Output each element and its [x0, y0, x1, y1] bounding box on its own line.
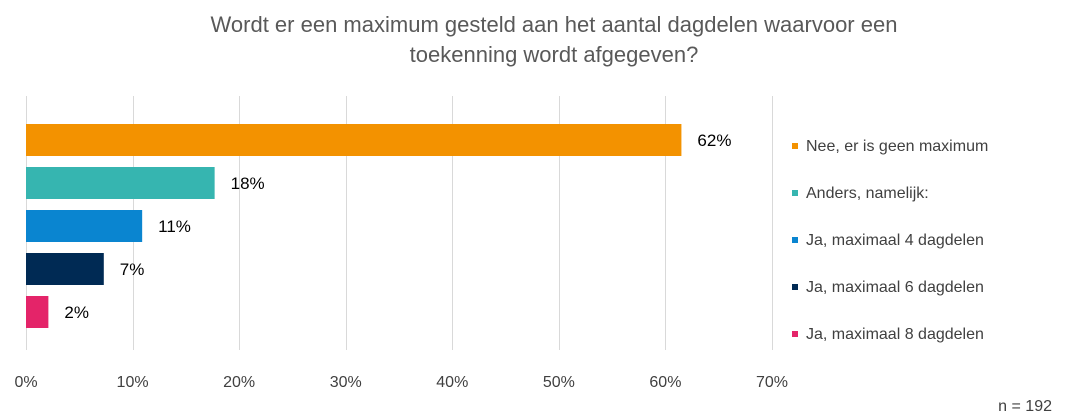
legend-swatch: [792, 143, 798, 149]
bar: [26, 167, 215, 199]
data-label: 7%: [120, 260, 145, 279]
legend-swatch: [792, 190, 798, 196]
legend-entry: Anders, namelijk:: [806, 185, 929, 202]
x-tick-label: 10%: [117, 374, 149, 391]
data-label: 62%: [697, 131, 731, 150]
sample-size-note: n = 192: [998, 398, 1052, 415]
data-labels: 62% 18% 11% 7% 2%: [64, 131, 731, 322]
bar: [26, 296, 49, 328]
legend: Nee, er is geen maximum Anders, namelijk:…: [792, 138, 988, 343]
x-tick-label: 30%: [330, 374, 362, 391]
legend-entry: Ja, maximaal 8 dagdelen: [806, 326, 984, 343]
legend-swatch: [792, 331, 798, 337]
x-axis-ticks: 0% 10% 20% 30% 40% 50% 60% 70%: [14, 374, 788, 391]
bars: [26, 124, 682, 328]
bar: [26, 253, 104, 285]
legend-swatch: [792, 237, 798, 243]
x-tick-label: 20%: [223, 374, 255, 391]
x-tick-label: 70%: [756, 374, 788, 391]
data-label: 2%: [64, 303, 89, 322]
data-label: 11%: [158, 217, 191, 236]
legend-swatch: [792, 284, 798, 290]
bar: [26, 210, 143, 242]
data-label: 18%: [231, 174, 265, 193]
legend-entry: Ja, maximaal 6 dagdelen: [806, 279, 984, 296]
chart-title-line-2: toekenning wordt afgegeven?: [410, 42, 699, 67]
legend-entry: Ja, maximaal 4 dagdelen: [806, 232, 984, 249]
bar: [26, 124, 682, 156]
x-tick-label: 40%: [436, 374, 468, 391]
chart-title-line-1: Wordt er een maximum gesteld aan het aan…: [211, 12, 898, 37]
x-tick-label: 0%: [14, 374, 37, 391]
legend-entry: Nee, er is geen maximum: [806, 138, 988, 155]
x-tick-label: 50%: [543, 374, 575, 391]
x-tick-label: 60%: [649, 374, 681, 391]
